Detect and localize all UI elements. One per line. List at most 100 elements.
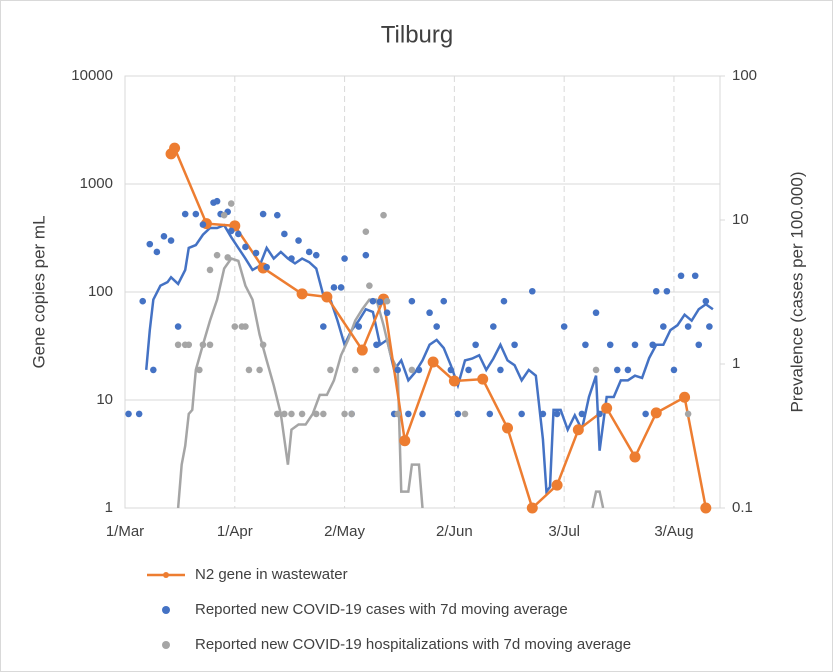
data-point <box>486 410 494 418</box>
data-point <box>394 410 402 418</box>
data-point <box>373 341 380 349</box>
data-point <box>706 323 713 330</box>
x-tick-label: 3/Aug <box>654 523 693 540</box>
data-point <box>582 341 589 349</box>
data-point <box>394 366 402 374</box>
data-point <box>631 341 639 349</box>
data-point <box>150 366 157 374</box>
data-point <box>321 291 333 303</box>
data-point <box>139 297 147 305</box>
legend-marker <box>162 641 170 649</box>
data-point <box>592 309 600 317</box>
data-point <box>341 410 348 418</box>
data-point <box>596 410 603 418</box>
data-point <box>500 297 508 305</box>
data-point <box>380 211 387 219</box>
data-point <box>551 479 563 491</box>
data-point <box>298 410 306 418</box>
data-point <box>312 251 320 259</box>
data-point <box>242 323 249 330</box>
data-point <box>477 373 489 385</box>
data-point <box>259 341 267 349</box>
data-point <box>415 366 423 374</box>
x-tick-label: 2/Jun <box>436 523 473 540</box>
data-point <box>295 237 302 244</box>
data-point <box>362 228 370 235</box>
data-point <box>227 227 235 235</box>
data-point <box>663 287 671 295</box>
data-point <box>408 366 416 374</box>
data-point <box>288 410 295 418</box>
data-point <box>526 502 538 514</box>
data-point <box>356 344 368 356</box>
data-point <box>383 297 391 305</box>
data-point <box>528 287 536 295</box>
data-point <box>252 249 260 257</box>
data-point <box>351 366 359 374</box>
y2-tick-label: 0.1 <box>732 499 753 516</box>
data-point <box>560 323 568 330</box>
data-point <box>213 197 221 205</box>
data-point <box>337 284 345 291</box>
data-point <box>362 251 370 259</box>
data-point <box>518 410 525 418</box>
data-point <box>125 410 132 418</box>
data-point <box>373 366 380 374</box>
data-point <box>273 410 281 418</box>
y-tick-label: 1000 <box>80 175 113 192</box>
legend-label: Reported new COVID-19 hospitalizations w… <box>195 636 631 653</box>
data-point <box>649 341 657 349</box>
data-point <box>399 435 411 447</box>
data-point <box>181 210 189 218</box>
x-tick-label: 1/Mar <box>106 523 144 540</box>
data-point <box>348 410 355 418</box>
data-point <box>572 424 584 436</box>
data-point <box>383 309 391 317</box>
data-point <box>245 366 253 374</box>
data-point <box>650 407 662 419</box>
data-point <box>366 282 373 289</box>
data-point <box>174 341 182 349</box>
y-tick-label: 10 <box>96 391 113 408</box>
y2-tick-label: 10 <box>732 211 749 228</box>
data-point <box>624 366 632 374</box>
data-point <box>472 341 479 349</box>
x-tick-label: 3/Jul <box>548 523 580 540</box>
data-point <box>327 366 334 374</box>
data-point <box>259 210 267 218</box>
data-point <box>652 287 660 295</box>
data-point <box>502 422 513 434</box>
y-tick-label: 10000 <box>71 67 113 84</box>
data-point <box>146 240 154 248</box>
data-point <box>629 451 641 463</box>
data-point <box>227 200 235 207</box>
legend-marker <box>163 572 169 578</box>
data-point <box>213 251 221 259</box>
y-tick-label: 100 <box>88 283 113 300</box>
data-point <box>601 402 613 414</box>
data-point <box>169 142 181 154</box>
data-point <box>273 211 281 219</box>
data-point <box>440 297 448 305</box>
data-point <box>196 366 203 374</box>
data-point <box>461 410 469 418</box>
data-point <box>224 254 232 261</box>
data-point <box>700 502 712 514</box>
data-point <box>330 284 338 291</box>
series-line <box>176 257 424 508</box>
data-point <box>281 230 288 238</box>
data-point <box>642 410 649 418</box>
y2-tick-label: 1 <box>732 355 740 372</box>
data-point <box>185 341 193 349</box>
data-point <box>167 237 175 244</box>
data-point <box>691 272 699 280</box>
data-point <box>677 272 685 280</box>
data-point <box>447 366 455 374</box>
data-point <box>376 298 384 306</box>
data-point <box>426 309 433 317</box>
data-point <box>465 366 472 374</box>
data-point <box>419 410 426 418</box>
data-point <box>296 288 308 300</box>
data-point <box>448 375 460 387</box>
